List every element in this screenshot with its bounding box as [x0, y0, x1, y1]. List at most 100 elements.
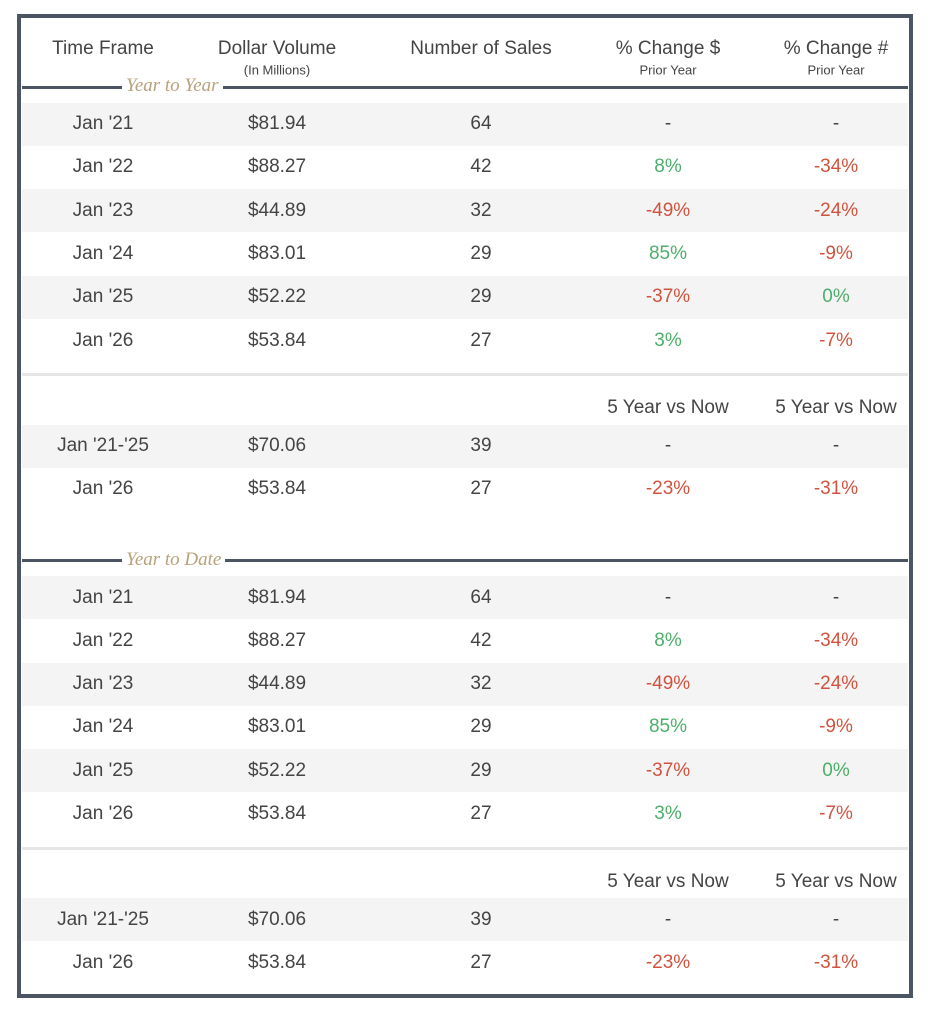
cell: -7%: [819, 329, 853, 351]
cell: $53.84: [247, 803, 307, 824]
cell: -31%: [813, 478, 859, 500]
section-rule: [22, 85, 908, 89]
cell: -37%: [645, 759, 691, 781]
cell: -34%: [813, 156, 859, 178]
cell: 27: [470, 329, 492, 351]
column-title: Dollar Volume: [217, 38, 337, 59]
cell: $52.22: [247, 759, 307, 781]
row-band: [22, 576, 908, 619]
cell: Jan '21: [72, 586, 134, 608]
cell: -34%: [813, 629, 859, 651]
cell: Jan '25: [72, 286, 134, 308]
column-subtitle: Prior Year: [807, 62, 865, 78]
cell: $52.22: [247, 286, 307, 308]
cell: Jan '25: [72, 759, 134, 781]
cell: -31%: [813, 951, 859, 973]
column-subtitle: (In Millions): [243, 62, 311, 78]
cell: $81.94: [247, 586, 307, 608]
cell: -23%: [645, 478, 691, 500]
column-title: % Change $: [615, 38, 721, 59]
cell: Jan '26: [72, 951, 134, 973]
cell: -23%: [645, 951, 691, 973]
row-band: [22, 424, 908, 468]
cell: -: [832, 435, 840, 456]
cell: 29: [470, 242, 492, 264]
cell: $44.89: [247, 673, 307, 695]
comparison-header: 5 Year vs Now: [607, 397, 729, 418]
row-band: [22, 102, 908, 146]
cell: Jan '23: [72, 199, 134, 221]
cell: $53.84: [247, 478, 307, 500]
row-band: [22, 275, 908, 319]
cell: 8%: [654, 156, 682, 178]
cell: -9%: [819, 716, 853, 738]
cell: Jan '26: [72, 329, 134, 351]
cell: -49%: [645, 673, 691, 695]
cell: Jan '24: [72, 716, 134, 738]
cell: Jan '22: [72, 629, 134, 651]
cell: 3%: [654, 803, 682, 824]
comparison-header: 5 Year vs Now: [775, 397, 897, 418]
cell: -: [664, 113, 672, 134]
column-title: Time Frame: [52, 38, 154, 59]
cell: 3%: [654, 329, 682, 351]
cell: Jan '21-'25: [57, 435, 149, 456]
row-band: [22, 662, 908, 706]
cell: $70.06: [247, 435, 307, 456]
cell: -24%: [813, 199, 859, 221]
comparison-header: 5 Year vs Now: [775, 870, 897, 892]
comparison-header: 5 Year vs Now: [607, 870, 729, 892]
row-band: [22, 898, 908, 941]
cell: Jan '23: [72, 673, 134, 695]
cell: 29: [470, 286, 492, 308]
column-title: % Change #: [783, 38, 889, 59]
cell: $83.01: [247, 242, 307, 264]
cell: $44.89: [247, 199, 307, 221]
cell: 39: [470, 435, 492, 456]
cell: Jan '24: [72, 242, 134, 264]
section-label: Year to Date: [122, 548, 226, 571]
cell: 39: [470, 908, 492, 930]
cell: -: [664, 908, 672, 930]
section-separator: [22, 373, 908, 376]
cell: 27: [470, 803, 492, 824]
cell: -49%: [645, 199, 691, 221]
cell: -37%: [645, 286, 691, 308]
cell: $88.27: [247, 629, 307, 651]
cell: 0%: [822, 759, 850, 781]
cell: -: [664, 586, 672, 608]
section-label: Year to Year: [122, 75, 223, 97]
cell: $83.01: [247, 716, 307, 738]
cell: $70.06: [247, 908, 307, 930]
cell: -24%: [813, 673, 859, 695]
row-band: [22, 189, 908, 233]
cell: 64: [470, 586, 492, 608]
cell: 42: [470, 629, 492, 651]
cell: 29: [470, 716, 492, 738]
cell: 42: [470, 156, 492, 178]
cell: -: [664, 435, 672, 456]
row-band: [22, 749, 908, 793]
cell: 0%: [822, 286, 850, 308]
cell: 27: [470, 951, 492, 973]
cell: 85%: [648, 242, 688, 264]
cell: $81.94: [247, 113, 307, 134]
cell: Jan '21-'25: [57, 908, 149, 930]
cell: -: [832, 908, 840, 930]
cell: 32: [470, 673, 492, 695]
cell: Jan '26: [72, 803, 134, 824]
section-separator: [22, 846, 908, 850]
cell: -7%: [819, 803, 853, 824]
cell: -: [832, 586, 840, 608]
cell: Jan '26: [72, 478, 134, 500]
cell: -: [832, 113, 840, 134]
cell: 85%: [648, 716, 688, 738]
cell: 27: [470, 478, 492, 500]
cell: 64: [470, 113, 492, 134]
column-title: Number of Sales: [410, 38, 552, 59]
table-frame: [17, 14, 913, 998]
cell: 29: [470, 759, 492, 781]
cell: $53.84: [247, 329, 307, 351]
column-subtitle: Prior Year: [639, 62, 697, 78]
